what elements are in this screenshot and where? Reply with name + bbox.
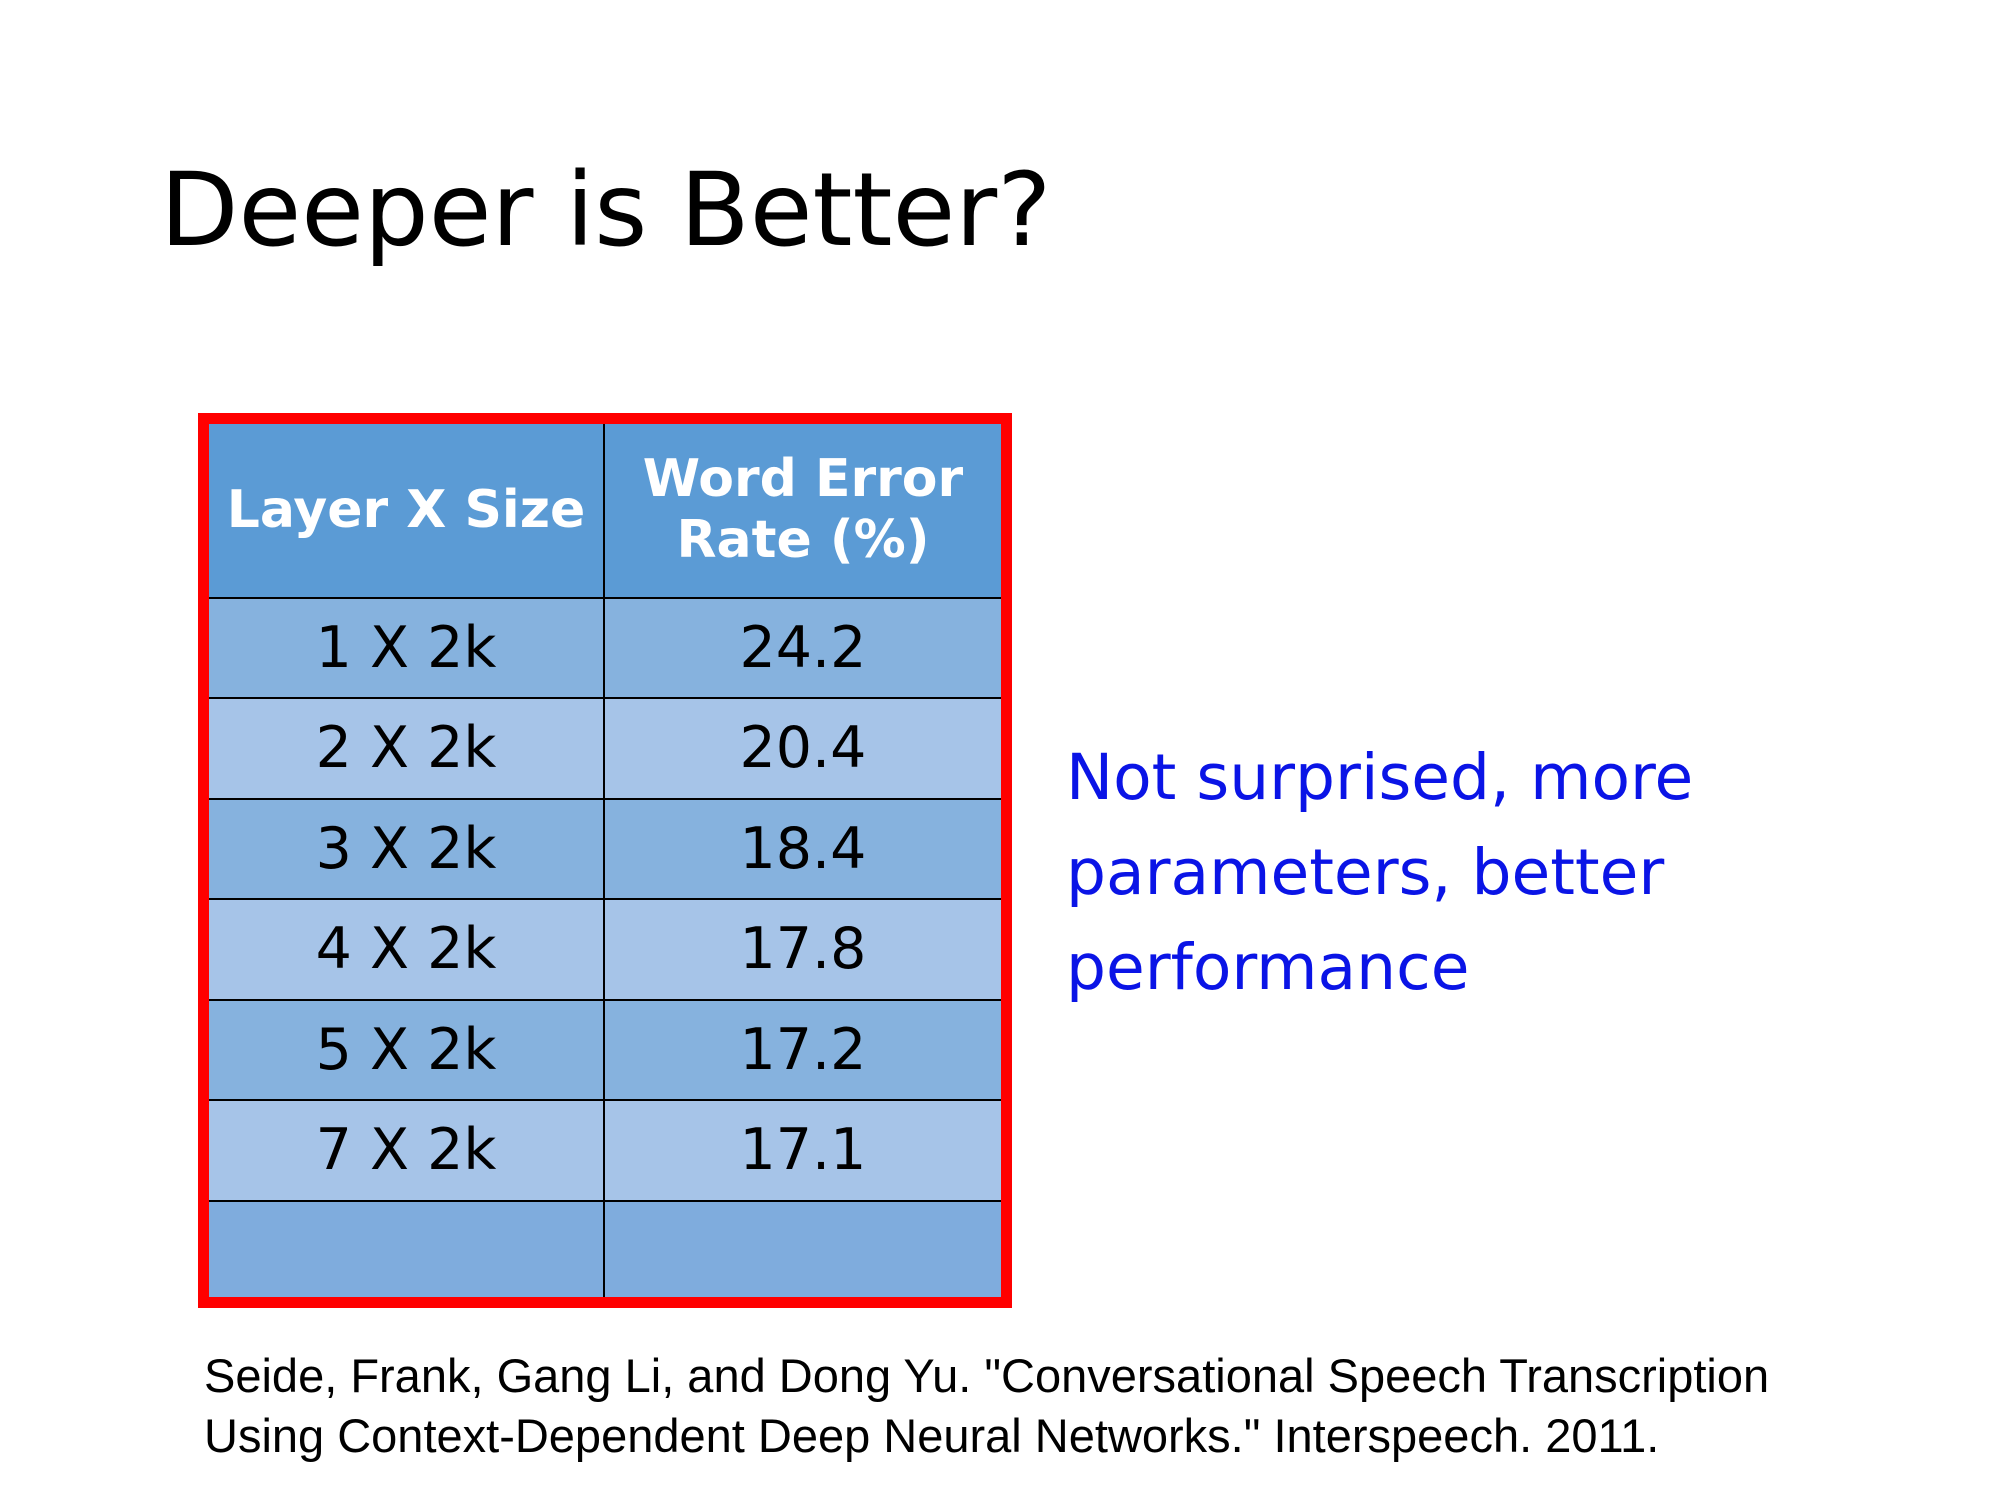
slide-title: Deeper is Better?	[160, 151, 1052, 270]
header-word-error-rate: Word Error Rate (%)	[603, 424, 1001, 599]
header-wer-line-2: Rate (%)	[676, 510, 930, 571]
cell-layer-size: 2 X 2k	[209, 697, 605, 800]
table-row: 5 X 2k 17.2	[209, 998, 1001, 1102]
callout-line: performance	[1066, 931, 1470, 1004]
callout-line: parameters, better	[1066, 836, 1665, 909]
table-row-empty	[209, 1199, 1001, 1297]
table-row: 2 X 2k 20.4	[209, 697, 1001, 800]
citation: Seide, Frank, Gang Li, and Dong Yu. "Con…	[204, 1346, 1984, 1466]
header-layer-size-line: Layer X Size	[226, 479, 586, 540]
table-row: 1 X 2k 24.2	[209, 596, 1001, 700]
table-header-row: Layer X Size Word Error Rate (%)	[209, 424, 1001, 599]
cell-word-error-rate: 20.4	[603, 697, 1001, 800]
cell-empty	[603, 1199, 1001, 1297]
cell-word-error-rate: 17.2	[603, 998, 1001, 1102]
header-wer-line-1: Word Error	[642, 449, 964, 510]
cell-layer-size: 4 X 2k	[209, 898, 605, 1001]
cell-layer-size: 1 X 2k	[209, 596, 605, 700]
cell-word-error-rate: 17.1	[603, 1099, 1001, 1202]
callout-text: Not surprised, more parameters, better p…	[1066, 730, 1946, 1015]
header-layer-size: Layer X Size	[209, 424, 605, 599]
cell-layer-size: 7 X 2k	[209, 1099, 605, 1202]
cell-layer-size: 3 X 2k	[209, 797, 605, 901]
cell-word-error-rate: 18.4	[603, 797, 1001, 901]
table-row: 7 X 2k 17.1	[209, 1099, 1001, 1202]
callout-line: Not surprised, more	[1066, 741, 1694, 814]
cell-word-error-rate: 17.8	[603, 898, 1001, 1001]
table-row: 3 X 2k 18.4	[209, 797, 1001, 901]
cell-empty	[209, 1199, 605, 1297]
cell-word-error-rate: 24.2	[603, 596, 1001, 700]
citation-line: Seide, Frank, Gang Li, and Dong Yu. "Con…	[204, 1349, 1770, 1402]
results-table-frame: Layer X Size Word Error Rate (%) 1 X 2k …	[198, 413, 1012, 1308]
results-table: Layer X Size Word Error Rate (%) 1 X 2k …	[209, 424, 1001, 1297]
cell-layer-size: 5 X 2k	[209, 998, 605, 1102]
table-row: 4 X 2k 17.8	[209, 898, 1001, 1001]
citation-line: Using Context-Dependent Deep Neural Netw…	[204, 1409, 1660, 1462]
